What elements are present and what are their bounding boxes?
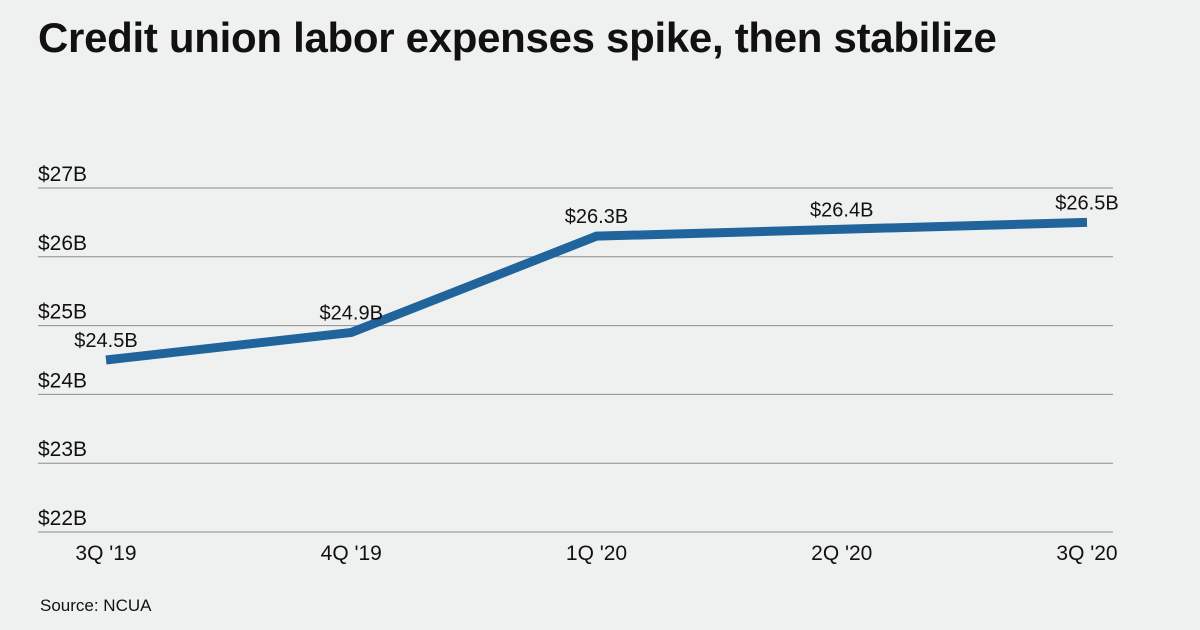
chart-title: Credit union labor expenses spike, then … (38, 14, 997, 61)
x-tick-label: 3Q '19 (75, 542, 136, 565)
data-label: $26.5B (1055, 192, 1118, 214)
y-tick-label: $23B (38, 438, 87, 461)
y-tick-label: $26B (38, 232, 87, 255)
x-axis-tick-labels: 3Q '19 4Q '19 1Q '20 2Q '20 3Q '20 (75, 542, 1117, 565)
x-tick-label: 3Q '20 (1056, 542, 1117, 565)
y-tick-label: $27B (38, 163, 87, 186)
y-axis-tick-labels: $22B $23B $24B $25B $26B $27B (38, 163, 87, 530)
source-note: Source: NCUA (40, 596, 152, 615)
data-label: $24.9B (320, 302, 383, 324)
y-tick-label: $25B (38, 301, 87, 324)
y-tick-label: $22B (38, 507, 87, 530)
data-labels: $24.5B $24.9B $26.3B $26.4B $26.5B (74, 192, 1118, 352)
gridlines (38, 187, 1113, 533)
y-tick-label: $24B (38, 369, 87, 392)
x-tick-label: 2Q '20 (811, 542, 872, 565)
data-label: $26.4B (810, 199, 873, 221)
x-tick-label: 1Q '20 (566, 542, 627, 565)
x-tick-label: 4Q '19 (321, 542, 382, 565)
data-label: $26.3B (565, 206, 628, 228)
series-line (105, 217, 1088, 365)
series-line-group (105, 217, 1088, 365)
data-label: $24.5B (74, 330, 137, 352)
